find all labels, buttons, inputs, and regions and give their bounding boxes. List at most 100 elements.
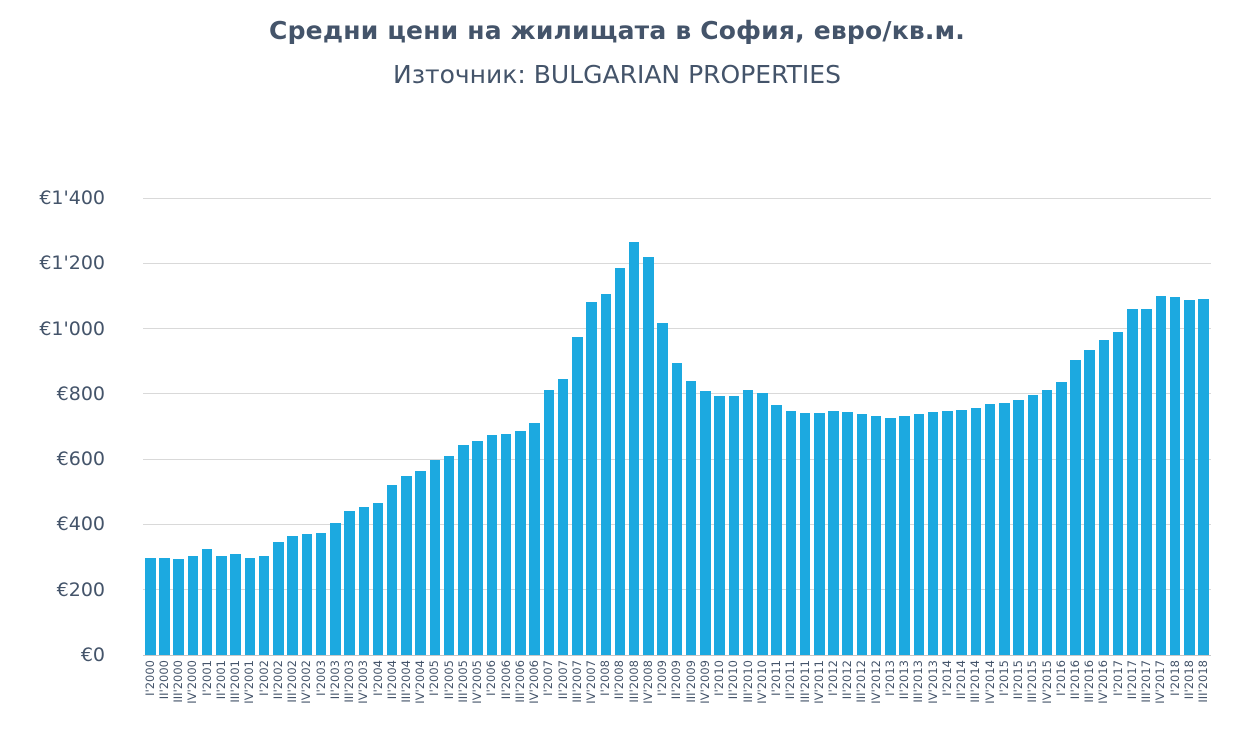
x-axis-label: I'2017 (1110, 660, 1125, 696)
bar (1155, 295, 1167, 655)
x-axis-label: I'2014 (939, 660, 954, 696)
bar (173, 559, 184, 655)
bar (785, 410, 797, 655)
bar (856, 413, 868, 655)
x-axis-label: II'2004 (384, 660, 399, 700)
x-axis-label: IV'2009 (697, 660, 712, 704)
chart-title: Средни цени на жилищата в София, евро/кв… (269, 16, 965, 45)
x-axis-label: III'2014 (968, 660, 983, 703)
gridline (143, 197, 1211, 199)
bar (1070, 359, 1081, 655)
bar (614, 268, 626, 655)
bar (230, 554, 241, 655)
bar (1169, 297, 1181, 655)
bar (1141, 309, 1152, 655)
gridline (143, 328, 1211, 330)
x-axis-label: II'2006 (498, 660, 513, 700)
x-axis-label: I'2004 (370, 660, 385, 696)
bar (1198, 298, 1209, 655)
bar (1084, 349, 1095, 655)
bar (543, 389, 555, 655)
y-axis-tick-label: €400 (56, 513, 105, 536)
x-axis-label: III'2003 (342, 660, 357, 703)
y-axis-tick-label: €600 (56, 448, 105, 471)
y-axis-tick-label: €1'000 (39, 317, 105, 340)
bar (315, 532, 327, 655)
x-axis-label: I'2011 (769, 660, 784, 696)
bar (145, 558, 156, 655)
bar (1027, 395, 1039, 655)
gridline (143, 262, 1211, 264)
plot-area: €0 €200 €400 €600 €800 €1'000 €1'200 €1'400 I'2… (39, 187, 1211, 704)
bar (870, 415, 882, 655)
bar (728, 396, 740, 655)
bar (1041, 389, 1053, 655)
bar (287, 535, 298, 655)
x-axis-label: II'2005 (441, 660, 456, 700)
bar (586, 301, 597, 655)
y-axis-tick-label: €0 (80, 644, 105, 666)
bar (273, 541, 284, 655)
x-axis-label: IV'2017 (1153, 660, 1168, 704)
bar (899, 416, 910, 655)
x-axis-label: I'2001 (199, 660, 214, 696)
x-axis-label: II'2018 (1181, 660, 1196, 700)
x-axis-label: I'2007 (541, 660, 556, 696)
x-axis-label: II'2001 (213, 660, 228, 700)
bar (386, 485, 398, 655)
bar (927, 412, 939, 655)
bar (842, 411, 853, 655)
x-axis-label: IV'2007 (584, 660, 599, 704)
bar (515, 430, 526, 655)
bar (500, 433, 512, 655)
bar (628, 241, 640, 655)
x-axis-label: I'2005 (427, 660, 442, 696)
x-axis-label: III'2005 (455, 660, 470, 703)
bar (600, 293, 611, 655)
x-axis-label: III'2009 (683, 660, 698, 703)
x-axis-label: IV'2016 (1096, 660, 1111, 704)
x-axis-label: III'2006 (512, 660, 527, 703)
x-axis-label: III'2015 (1025, 660, 1040, 703)
x-axis-label: III'2007 (569, 660, 584, 703)
x-axis-label: II'2012 (840, 660, 855, 700)
bar (814, 412, 825, 655)
bar (1127, 309, 1138, 655)
bar (956, 409, 967, 655)
bar (984, 404, 996, 655)
bar (700, 390, 711, 655)
bar (1184, 299, 1195, 655)
bar (572, 336, 583, 655)
x-axis-label: IV'2010 (754, 660, 769, 704)
x-axis-label: I'2015 (996, 660, 1011, 696)
y-axis-tick-label: €800 (56, 382, 105, 405)
x-axis-label: IV'2011 (811, 660, 826, 704)
bar (999, 403, 1010, 655)
x-axis-label: II'2014 (954, 660, 969, 700)
bar (472, 440, 483, 655)
bar (771, 405, 782, 655)
y-axis-tick-label: €200 (56, 578, 105, 601)
x-axis-label: I'2002 (256, 660, 271, 696)
bar (643, 257, 654, 655)
x-axis-label: III'2002 (285, 660, 300, 703)
x-axis-label: IV'2008 (640, 660, 655, 704)
x-axis-label: II'2000 (156, 660, 171, 700)
bar (415, 471, 426, 655)
x-axis-label: II'2003 (327, 660, 342, 700)
x-axis-label: II'2016 (1067, 660, 1082, 700)
bar (372, 502, 384, 655)
bar (799, 412, 811, 655)
bar (885, 418, 896, 655)
x-axis-label: IV'2001 (242, 660, 257, 704)
x-axis-label: I'2016 (1053, 660, 1068, 696)
bar (344, 511, 355, 655)
x-axis-label: IV'2000 (185, 660, 200, 704)
x-axis-label: III'2017 (1139, 660, 1154, 703)
bar (187, 556, 199, 655)
x-axis-label: IV'2005 (470, 660, 485, 704)
x-axis-label: I'2010 (712, 660, 727, 696)
bar (429, 460, 441, 655)
bar (557, 379, 569, 655)
